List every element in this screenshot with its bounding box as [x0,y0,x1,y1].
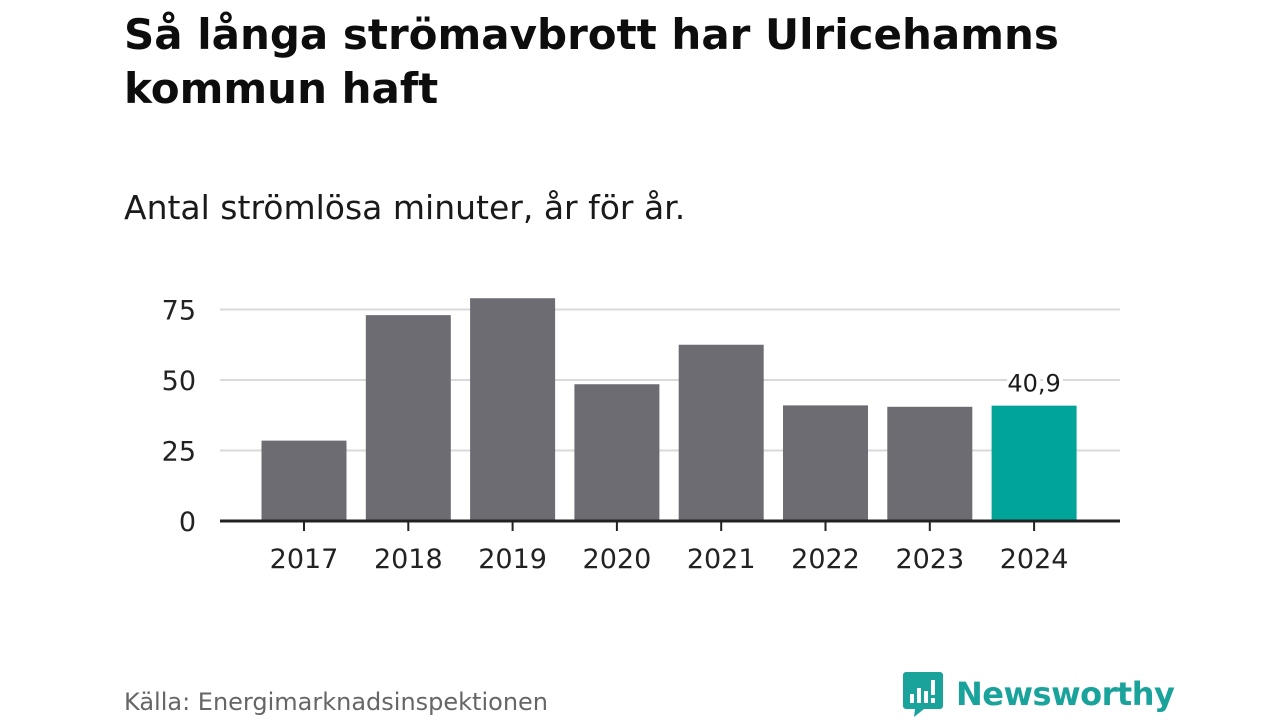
bar-2020 [574,384,660,521]
chart-subtitle: Antal strömlösa minuter, år för år. [124,188,686,227]
x-tick-label: 2022 [791,544,860,575]
x-tick-label: 2017 [270,544,339,575]
x-tick-label: 2018 [374,544,443,575]
data-label-halo: 40,9 [1007,370,1060,398]
bars [261,298,1077,521]
y-tick-label: 25 [162,437,196,468]
x-tick-label: 2020 [583,544,652,575]
bar-2018 [365,315,451,521]
gridlines [220,308,1120,452]
bar-2022 [783,405,868,521]
axes [220,519,1120,531]
bar-2024 [991,405,1077,521]
source-note: Källa: Energimarknadsinspektionen [124,688,549,716]
x-tick-label: 2024 [1000,544,1069,575]
x-tick-label: 2021 [687,544,756,575]
newsworthy-logo: Newsworthy [902,670,1175,718]
y-tick-label: 50 [162,366,196,397]
labels: 0 25 50 75 2017 2018 2019 2020 2021 2022 2023 2024 4… [162,296,1069,576]
y-tick-label: 75 [162,296,196,327]
x-tick-label: 2019 [478,544,547,575]
newsworthy-logo-icon [903,672,943,717]
x-tick-label: 2023 [895,544,964,575]
bar-2023 [887,406,973,521]
bar-2019 [470,298,556,521]
bar-2021 [678,344,764,521]
bar-2017 [261,440,347,521]
chart-title: Så långa strömavbrott har Ulricehamns ko… [124,10,1059,113]
y-tick-label: 0 [179,507,196,538]
brand-name: Newsworthy [956,675,1175,713]
data-label: 40,9 [1007,370,1060,398]
